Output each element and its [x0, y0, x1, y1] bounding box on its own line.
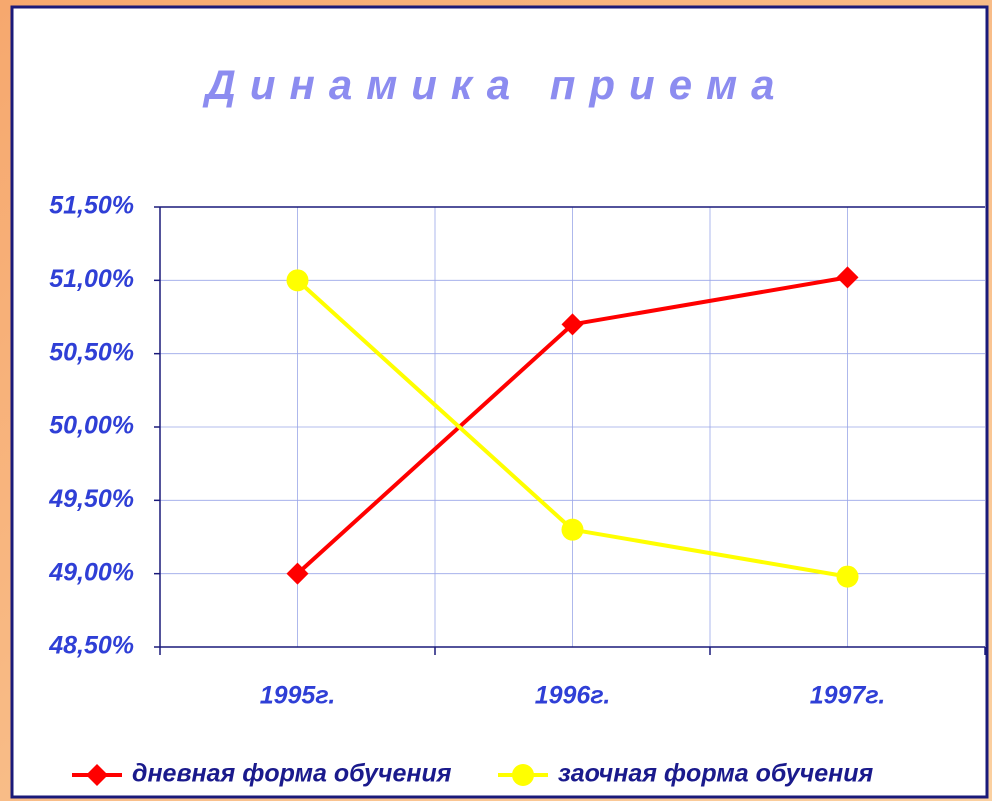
x-tick-label: 1997г.	[810, 682, 886, 710]
legend-label: заочная форма обучения	[558, 760, 873, 788]
x-tick-label: 1995г.	[260, 682, 336, 710]
y-tick-label: 50,00%	[49, 412, 134, 440]
y-tick-label: 51,50%	[49, 192, 134, 220]
legend-label: дневная форма обучения	[132, 760, 452, 788]
marker	[86, 764, 108, 786]
marker	[561, 518, 584, 541]
y-tick-label: 48,50%	[48, 632, 134, 660]
y-tick-label: 50,50%	[49, 338, 134, 366]
marker	[836, 266, 859, 289]
marker	[286, 269, 309, 292]
marker	[561, 313, 584, 336]
y-tick-label: 49,00%	[48, 558, 134, 586]
marker	[836, 565, 859, 588]
marker	[512, 764, 534, 786]
chart-title: Динамика приема	[202, 61, 788, 108]
panel	[10, 5, 989, 799]
x-tick-label: 1996г.	[535, 682, 611, 710]
y-tick-label: 51,00%	[49, 265, 134, 293]
y-tick-label: 49,50%	[48, 485, 134, 513]
marker	[286, 562, 309, 585]
